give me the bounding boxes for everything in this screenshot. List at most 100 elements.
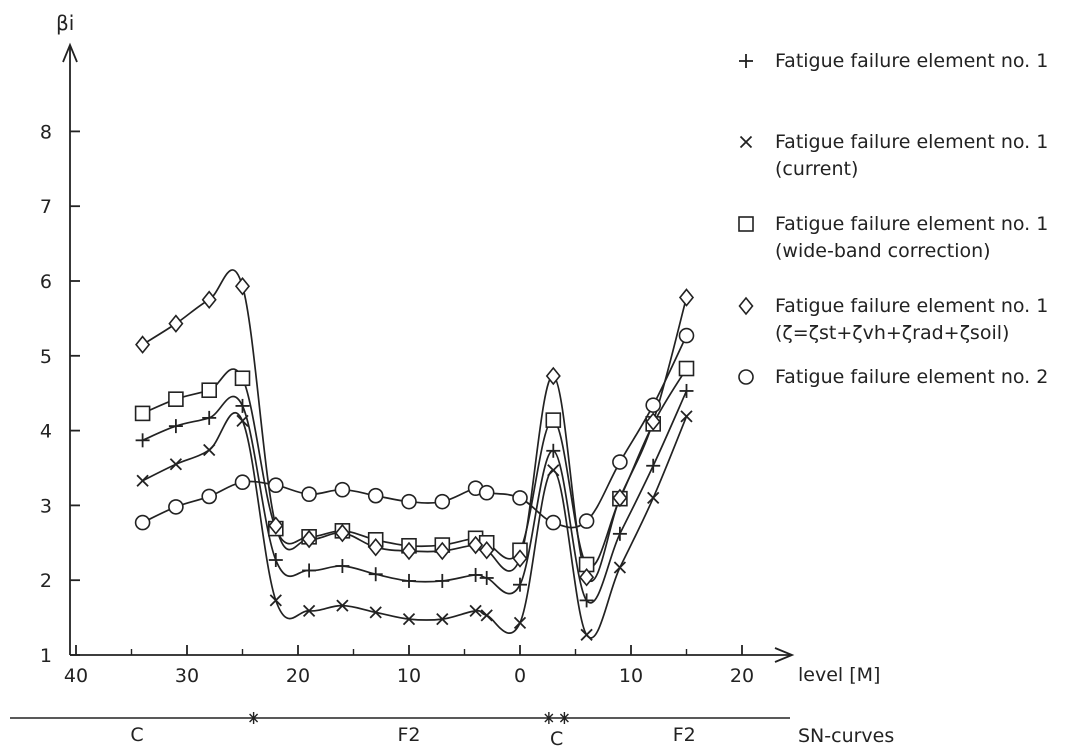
plus-marker xyxy=(739,54,753,68)
circle-marker xyxy=(434,493,451,510)
cross-marker xyxy=(136,474,149,487)
cross-marker xyxy=(513,616,527,629)
legend-item: Fatigue failure element no. 1 (wide-band … xyxy=(738,213,1048,262)
plus-marker xyxy=(302,563,317,578)
x-tick-label: 20 xyxy=(730,665,754,687)
plus-marker xyxy=(646,458,661,473)
y-tick-label: 7 xyxy=(40,196,52,218)
circle-marker xyxy=(201,488,217,505)
circle-marker xyxy=(334,481,351,498)
circle-marker xyxy=(234,474,251,491)
ticks-group: 40 30 20 10 0 10 20 1 2 3 4 5 6 7 8 xyxy=(40,121,754,687)
circle-marker xyxy=(678,327,695,344)
cross-marker xyxy=(336,599,349,612)
x-tick-label: 40 xyxy=(64,665,88,687)
cross-marker xyxy=(203,443,216,457)
diamond-marker xyxy=(479,541,495,560)
y-tick-label: 3 xyxy=(40,495,52,517)
diamond-marker xyxy=(368,538,384,557)
sn-curves-label: SN-curves xyxy=(798,725,894,747)
cross-marker xyxy=(480,609,493,622)
square-marker xyxy=(134,405,151,422)
plus-marker xyxy=(612,526,627,541)
cross-marker xyxy=(169,458,183,471)
legend-item: Fatigue failure element no. 2 xyxy=(738,366,1048,388)
diamond-marker xyxy=(468,535,484,555)
plus-marker xyxy=(268,553,283,568)
plus-marker xyxy=(235,398,250,413)
y-tick-label: 5 xyxy=(40,346,52,368)
cross-marker xyxy=(647,491,660,505)
square-marker xyxy=(678,360,695,377)
plus-marker xyxy=(579,593,594,608)
y-tick-label: 2 xyxy=(40,570,52,592)
legend-item: Fatigue failure element no. 1 (current) xyxy=(739,131,1048,180)
cross-marker xyxy=(680,410,693,423)
plus-marker xyxy=(135,433,150,448)
diamond-marker xyxy=(135,335,151,354)
cross-marker xyxy=(580,628,593,641)
legend-label-line2: (ζ=ζst+ζvh+ζrad+ζsoil) xyxy=(775,322,1009,344)
legend-item: Fatigue failure element no. 1 (ζ=ζst+ζvh+… xyxy=(738,295,1048,344)
y-axis-title: βi xyxy=(56,11,74,35)
diamond-marker xyxy=(579,567,595,587)
square-marker xyxy=(234,370,251,387)
y-tick-label: 4 xyxy=(40,421,52,443)
series-line-2 xyxy=(142,411,688,639)
plus-marker xyxy=(546,443,561,458)
legend-item: Fatigue failure element no. 1 xyxy=(739,50,1048,72)
x-tick-label: 10 xyxy=(619,665,643,687)
plus-marker xyxy=(168,419,183,434)
x-tick-label: 0 xyxy=(514,665,526,687)
cross-marker xyxy=(269,594,282,607)
legend: Fatigue failure element no. 1 Fatigue fai… xyxy=(738,50,1048,388)
series-lines-group xyxy=(142,269,688,639)
diamond-marker xyxy=(301,529,317,549)
plus-marker xyxy=(513,577,527,592)
diamond-marker xyxy=(201,290,217,309)
diamond-marker xyxy=(434,541,450,561)
x-tick-label: 30 xyxy=(175,665,199,687)
markers-group xyxy=(134,276,695,641)
plus-marker xyxy=(335,558,350,573)
x-axis-title: level [M] xyxy=(798,664,880,686)
diamond-marker xyxy=(234,276,251,296)
cross-marker xyxy=(402,612,416,626)
diamond-marker xyxy=(738,296,754,316)
legend-label-line2: (current) xyxy=(775,158,858,180)
circle-marker xyxy=(512,490,528,506)
diamond-marker xyxy=(401,541,417,561)
diamond-marker xyxy=(334,523,350,543)
plus-marker xyxy=(479,570,494,585)
circle-marker xyxy=(545,514,562,531)
y-tick-label: 1 xyxy=(40,645,52,667)
sn-segment-label: F2 xyxy=(397,724,420,746)
circle-marker xyxy=(738,369,754,385)
cross-marker xyxy=(469,604,482,618)
square-marker xyxy=(201,382,217,399)
sn-segment-label: C xyxy=(550,728,563,747)
circle-marker xyxy=(134,514,151,531)
circle-marker xyxy=(612,454,628,470)
plus-marker xyxy=(402,573,416,588)
y-tick-label: 8 xyxy=(40,121,52,143)
cross-marker xyxy=(236,414,249,428)
series-line-3 xyxy=(142,368,688,568)
circle-marker xyxy=(645,397,662,413)
diamond-marker xyxy=(268,516,284,535)
sn-curves-bar: C F2 C F2 SN-curves xyxy=(10,712,894,747)
x-tick-label: 10 xyxy=(397,665,421,687)
x-tick-label: 20 xyxy=(286,665,310,687)
sn-segment-label: F2 xyxy=(673,724,696,746)
legend-label: Fatigue failure element no. 1 xyxy=(775,50,1048,72)
plus-marker xyxy=(202,410,217,425)
circle-marker xyxy=(401,493,417,510)
sn-boundary-mark xyxy=(559,712,569,724)
cross-marker xyxy=(739,135,753,149)
circle-marker xyxy=(168,499,184,515)
circle-marker xyxy=(367,487,384,504)
legend-label-line2: (wide-band correction) xyxy=(775,240,991,262)
x-axis-arrow xyxy=(774,647,795,663)
legend-label: Fatigue failure element no. 2 xyxy=(775,366,1048,388)
